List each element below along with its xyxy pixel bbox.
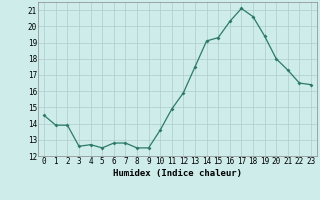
X-axis label: Humidex (Indice chaleur): Humidex (Indice chaleur) [113,169,242,178]
